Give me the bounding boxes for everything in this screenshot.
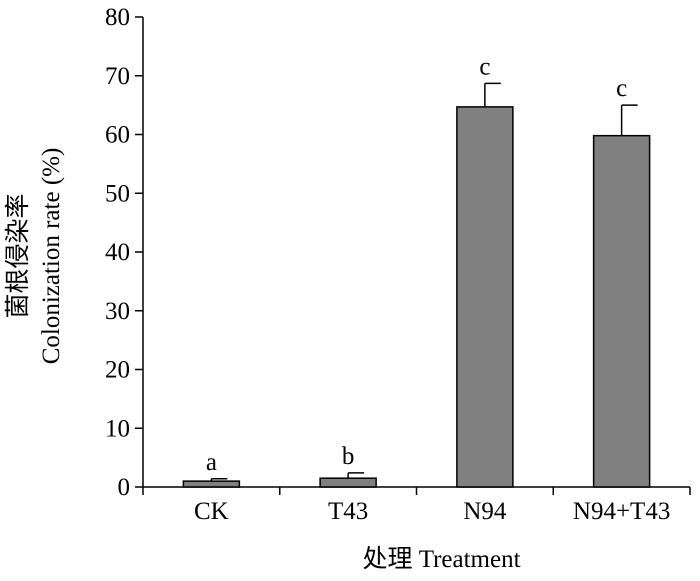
- bar: [456, 106, 514, 488]
- x-category-label: N94: [463, 498, 507, 525]
- y-tick-label: 70: [105, 63, 130, 90]
- y-tick-label: 40: [105, 239, 130, 266]
- bar: [592, 134, 651, 488]
- significance-letter: c: [616, 75, 627, 102]
- significance-letter: a: [206, 449, 217, 476]
- y-axis-title: 菌根侵染率 Colonization rate (%): [4, 148, 65, 365]
- y-tick-label: 60: [105, 122, 130, 149]
- x-category-label: N94+T43: [573, 498, 670, 525]
- significance-letter: b: [342, 443, 355, 470]
- y-tick-label: 20: [105, 357, 130, 384]
- y-tick-label: 30: [105, 298, 130, 325]
- bars: a b c c: [182, 53, 651, 488]
- x-category-label: T43: [328, 498, 368, 525]
- y-axis-title-english: Colonization rate (%): [38, 148, 65, 365]
- x-axis-title: 处理 Treatment: [362, 545, 520, 573]
- y-tick-label: 50: [105, 180, 130, 207]
- y-axis-title-chinese: 菌根侵染率: [4, 193, 32, 318]
- bar: [319, 477, 377, 488]
- y-tick-label: 0: [118, 474, 131, 501]
- y-tick-label: 10: [105, 415, 130, 442]
- significance-letter: c: [479, 53, 490, 80]
- y-axis: 0 10 20 30 40 50 60 70 80: [105, 4, 144, 501]
- x-category-label: CK: [194, 498, 229, 525]
- bar: [182, 480, 241, 488]
- y-tick-label: 80: [105, 4, 130, 31]
- x-axis: CK T43 N94 N94+T43: [142, 486, 691, 525]
